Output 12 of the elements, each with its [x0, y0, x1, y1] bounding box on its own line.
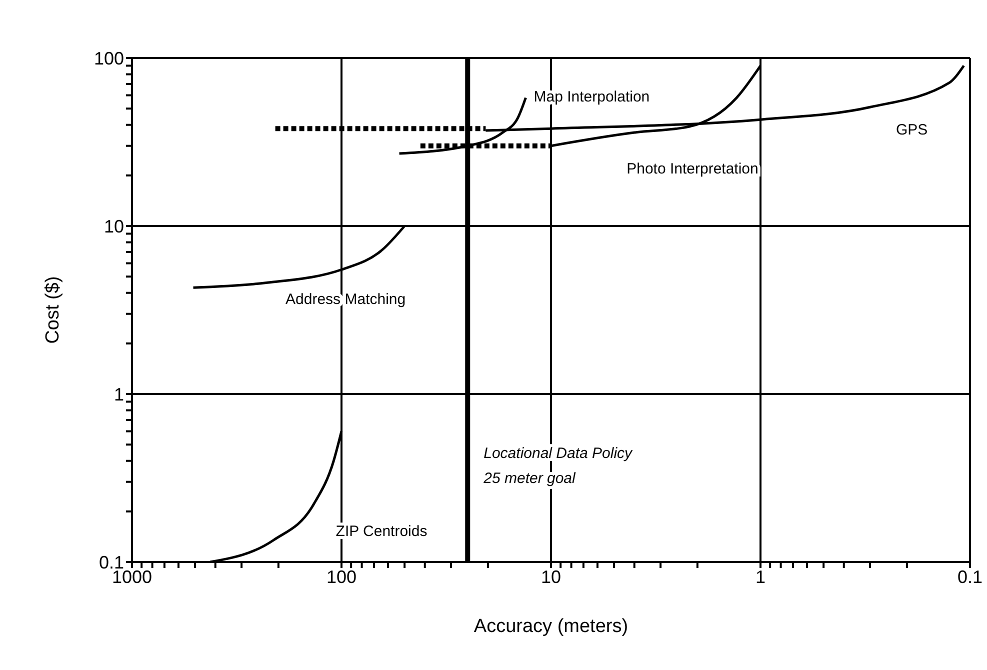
- x-tick-label: 0.1: [957, 566, 983, 587]
- y-tick-label: 10: [104, 216, 124, 236]
- x-axis-title: Accuracy (meters): [474, 616, 628, 637]
- x-tick-label: 100: [326, 566, 357, 587]
- series-label: GPS: [896, 122, 928, 139]
- x-tick-label: 1: [755, 566, 766, 587]
- x-tick-label: 10: [540, 566, 562, 587]
- y-tick-label: 1: [114, 384, 124, 404]
- series-label: Address Matching: [286, 290, 406, 308]
- y-tick-label: 100: [94, 48, 124, 68]
- y-axis-title: Cost ($): [42, 276, 64, 344]
- series-label: Photo Interpretation: [626, 160, 758, 178]
